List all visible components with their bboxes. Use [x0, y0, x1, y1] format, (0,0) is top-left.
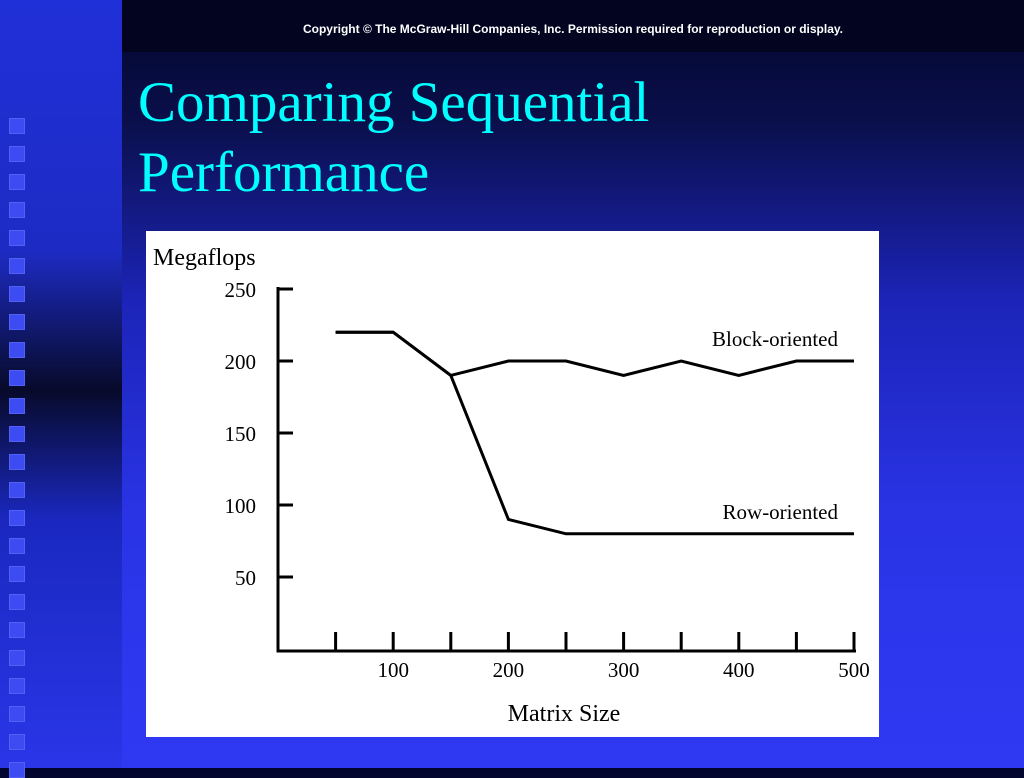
decor-squares: [7, 118, 29, 778]
series-label-row-oriented: Row-oriented: [723, 500, 839, 524]
y-axis-label: Megaflops: [153, 245, 256, 271]
top-bar: [122, 0, 1024, 52]
chart-ticks: 50 100 150 200 250 100 200 300 400 500: [225, 278, 870, 682]
chart-panel: Megaflops Matrix Size 50 100 150 200 250 100 2…: [146, 231, 879, 737]
slide-title-line-2: Performance: [138, 141, 430, 204]
left-decor-strip: [0, 0, 122, 778]
series-line-row-oriented: [335, 330, 854, 536]
x-tick-label: 200: [493, 658, 525, 682]
y-tick-label: 250: [225, 278, 257, 302]
copyright-notice: Copyright © The McGraw-Hill Companies, I…: [302, 22, 844, 36]
x-tick-label: 500: [838, 658, 870, 682]
chart-series: [335, 330, 854, 536]
slide-title-line-1: Comparing Sequential: [138, 71, 650, 134]
y-tick-label: 150: [225, 422, 257, 446]
x-axis-label: Matrix Size: [508, 701, 621, 727]
y-tick-label: 50: [235, 566, 256, 590]
chart-series-labels: Block-oriented Row-oriented: [712, 327, 838, 524]
x-tick-label: 400: [723, 658, 755, 682]
y-tick-label: 100: [225, 494, 257, 518]
series-label-block-oriented: Block-oriented: [712, 327, 838, 351]
line-chart: Megaflops Matrix Size 50 100 150 200 250 100 2…: [153, 245, 870, 727]
x-tick-label: 100: [377, 658, 409, 682]
slide-title: Comparing Sequential Performance: [138, 68, 998, 208]
x-tick-label: 300: [608, 658, 640, 682]
y-tick-label: 200: [225, 350, 257, 374]
